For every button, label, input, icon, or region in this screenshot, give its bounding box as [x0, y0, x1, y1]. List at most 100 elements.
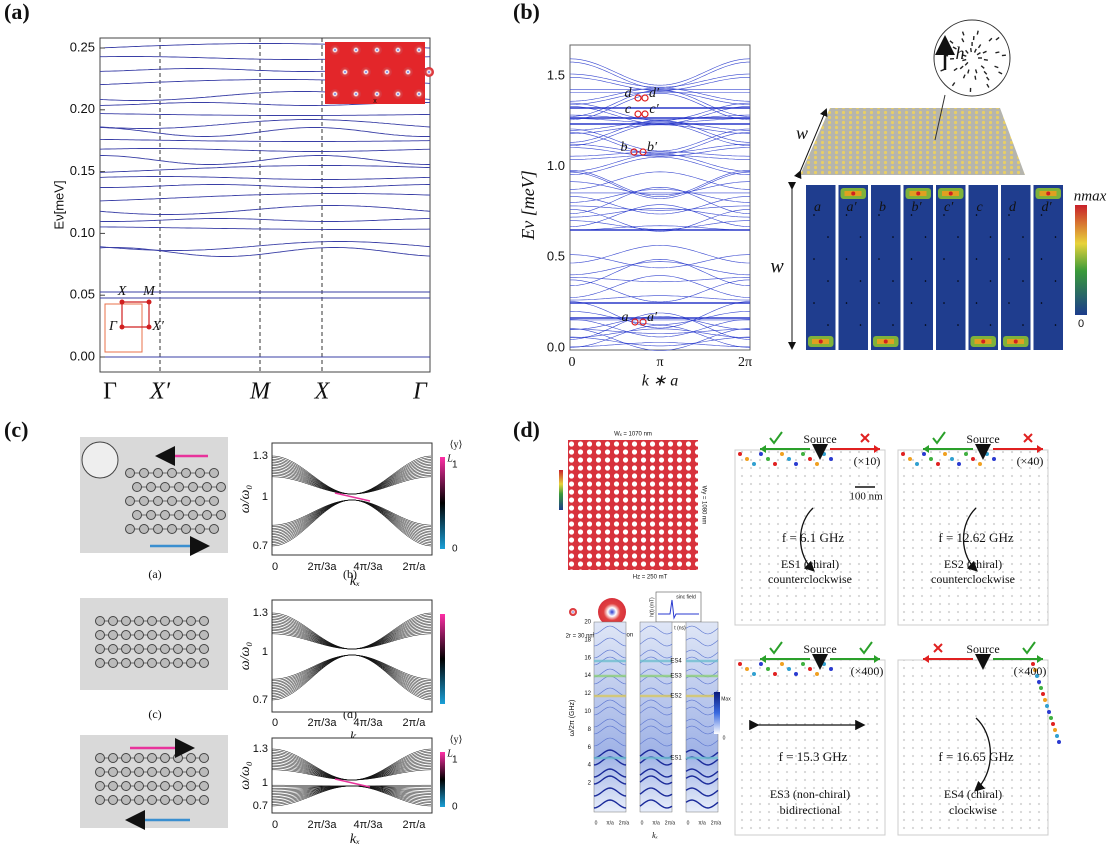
site: [147, 483, 156, 492]
dimension-label: Wy = 1080 nm: [700, 486, 706, 525]
x-tick-label: 2π/a: [711, 820, 722, 826]
site: [161, 483, 170, 492]
panel-label: (d): [513, 417, 540, 442]
x-tick-label: 4π/3a: [354, 561, 384, 573]
point-label: b′: [647, 140, 658, 155]
site: [96, 659, 105, 668]
amplitude: [1047, 710, 1051, 714]
amplitude: [808, 667, 812, 671]
amplitude: [787, 667, 791, 671]
site: [187, 754, 196, 763]
site: [174, 617, 183, 626]
amplitude: [759, 662, 763, 666]
site: [187, 631, 196, 640]
density-peak: [1014, 340, 1018, 344]
amplitude: [1053, 728, 1057, 732]
strip-label: c′: [944, 200, 954, 215]
y-tick-label: 0.25: [70, 39, 95, 54]
y-tick-label: 1: [262, 777, 268, 789]
site: [154, 497, 163, 506]
site: [210, 469, 219, 478]
band: [570, 59, 750, 85]
site: [174, 782, 183, 791]
x-tick-label: 2π/3a: [308, 561, 338, 573]
band: [100, 194, 430, 201]
crossing-point: [635, 111, 641, 117]
amplitude: [745, 667, 749, 671]
site: [200, 617, 209, 626]
band: [100, 139, 430, 141]
site: [846, 302, 848, 304]
site: [154, 469, 163, 478]
direction-label: bidirectional: [780, 803, 841, 817]
y-tick-label: 1: [262, 646, 268, 658]
source-label: Source: [803, 642, 836, 656]
band: [570, 129, 750, 151]
site: [147, 511, 156, 520]
check-icon: [933, 432, 945, 443]
site: [96, 768, 105, 777]
site: [189, 483, 198, 492]
band: [570, 276, 750, 298]
site: [109, 659, 118, 668]
y-tick-label: 1.0: [547, 158, 565, 173]
site: [96, 617, 105, 626]
amplitude: [822, 662, 826, 666]
inset-dot: [393, 45, 403, 55]
colorbar-label: Max: [721, 696, 731, 702]
site: [122, 631, 131, 640]
point-label: c: [625, 102, 632, 117]
strip-label: a′: [847, 200, 858, 215]
mode-label: ES2: [670, 694, 682, 700]
site: [148, 645, 157, 654]
source-label: Source: [966, 642, 999, 656]
pulse-label: t (ns): [674, 625, 686, 631]
x-tick-label: 0: [272, 717, 278, 729]
amplitude: [1043, 698, 1047, 702]
site: [196, 497, 205, 506]
site: [200, 782, 209, 791]
site: [1055, 324, 1057, 326]
direction-label: counterclockwise: [768, 572, 852, 586]
band: [100, 156, 430, 165]
site: [846, 258, 848, 260]
panel-label: (b): [513, 0, 540, 24]
band: [570, 187, 750, 213]
bz-point: [147, 300, 152, 305]
x-tick-label: π/a: [652, 820, 660, 826]
bz-label: Γ: [108, 319, 118, 334]
site: [1041, 302, 1043, 304]
multiplier-label: (×10): [854, 454, 881, 468]
amplitude: [766, 457, 770, 461]
lattice-box: [80, 598, 228, 690]
band: [100, 166, 430, 173]
crossing-point: [642, 95, 648, 101]
amplitude: [964, 452, 968, 456]
site: [96, 754, 105, 763]
site: [911, 302, 913, 304]
mode-label: ES2 (chiral): [944, 557, 1002, 571]
site: [813, 258, 815, 260]
site: [175, 511, 184, 520]
band: [570, 329, 750, 351]
x-tick-label: X′: [149, 379, 171, 405]
spin: [975, 76, 976, 80]
amplitude: [985, 452, 989, 456]
site: [122, 796, 131, 805]
site: [96, 645, 105, 654]
bz-point: [120, 300, 125, 305]
y-tick-label: 0.7: [253, 800, 268, 812]
band: [100, 206, 430, 215]
amplitude: [908, 457, 912, 461]
site: [1022, 236, 1024, 238]
x-tick-label: 0: [641, 820, 644, 826]
site: [133, 483, 142, 492]
site: [892, 324, 894, 326]
site: [200, 659, 209, 668]
site: [148, 754, 157, 763]
site: [203, 483, 212, 492]
site: [140, 469, 149, 478]
site: [1022, 324, 1024, 326]
band: [570, 302, 750, 328]
x-tick-label: Γ: [412, 379, 428, 405]
